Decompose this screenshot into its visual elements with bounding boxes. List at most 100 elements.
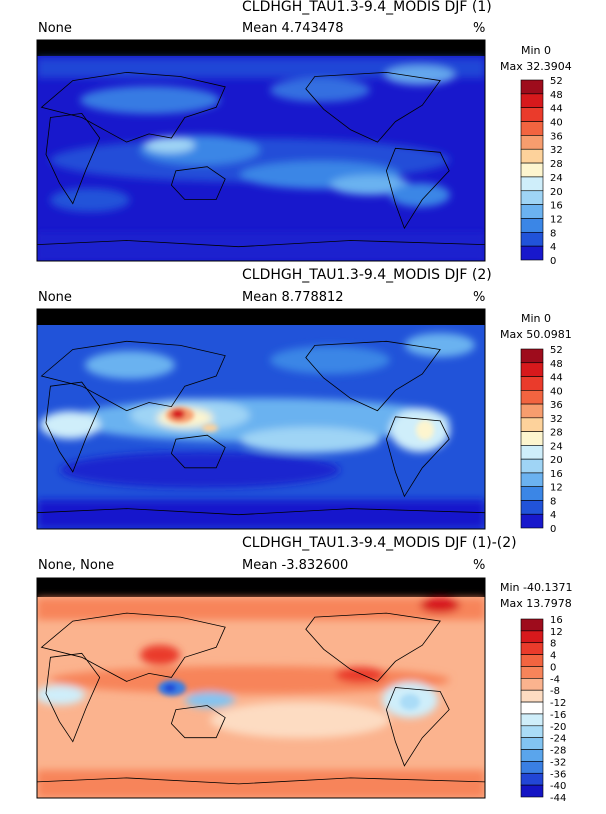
panel1-colorbar-tick-label: 36 bbox=[550, 131, 563, 142]
panel2-colorbar-cell bbox=[520, 472, 544, 487]
panel2-max: Max 50.0981 bbox=[500, 328, 572, 341]
panel2-colorbar-tick-label: 40 bbox=[550, 386, 563, 397]
coastlines bbox=[36, 71, 486, 785]
panel2-colorbar-cell bbox=[520, 390, 544, 405]
panel3-mean: Mean -3.832600 bbox=[242, 558, 349, 573]
panel3-min: Min -40.1371 bbox=[500, 581, 573, 594]
panel2-colorbar-tick-label: 0 bbox=[550, 524, 556, 535]
panel3-colorbar-cell bbox=[520, 701, 544, 715]
panel2-colorbar-tick-label: 12 bbox=[550, 483, 563, 494]
colorbars: 5248444036322824201612840524844403632282… bbox=[520, 76, 566, 804]
panel2-coastline bbox=[36, 508, 486, 516]
panel1-colorbar-tick-label: 16 bbox=[550, 201, 563, 212]
panel3-colorbar-cell bbox=[520, 749, 544, 762]
panel2-colorbar-cell bbox=[520, 403, 544, 419]
panel3-max: Max 13.7978 bbox=[500, 597, 572, 610]
panel1-coastline bbox=[45, 112, 101, 205]
panel3-colorbar-cell bbox=[520, 737, 544, 750]
panel2-coastline bbox=[170, 434, 226, 469]
panel3-coastline bbox=[170, 705, 226, 739]
panel2-colorbar-tick-label: 20 bbox=[550, 455, 563, 466]
panel2-title: CLDHGH_TAU1.3-9.4_MODIS DJF (2) bbox=[242, 267, 492, 283]
panel2-frame bbox=[36, 308, 486, 530]
panel2-colorbar-tick-label: 44 bbox=[550, 373, 563, 384]
panel2-colorbar-cell bbox=[520, 458, 544, 474]
panel3-colorbar-tick-label: -8 bbox=[550, 686, 560, 697]
panel2-colorbar-cell bbox=[520, 431, 544, 446]
panel3-colorbar-cell bbox=[520, 630, 544, 644]
panel1-colorbar-cell bbox=[520, 190, 544, 205]
panel1-coastline bbox=[385, 147, 450, 230]
panel1-colorbar-cell bbox=[520, 121, 544, 136]
panel3-colorbar-tick-label: -32 bbox=[550, 757, 566, 768]
panel1-coastline bbox=[305, 71, 441, 143]
panel2-colorbar-cell bbox=[520, 513, 544, 529]
panel3-colorbar-tick-label: 8 bbox=[550, 639, 556, 650]
panel1-colorbar-cell bbox=[520, 204, 544, 219]
panel2-coastline bbox=[305, 340, 441, 412]
panel2-colorbar-cell bbox=[520, 500, 544, 515]
panel3-coastline bbox=[305, 612, 441, 682]
panel2-colorbar-tick-label: 32 bbox=[550, 414, 563, 425]
panel1-colorbar-cell bbox=[520, 176, 544, 192]
panel2-colorbar-cell bbox=[520, 376, 544, 391]
panel1-min: Min 0 bbox=[521, 44, 552, 57]
panel2-colorbar-tick-label: 16 bbox=[550, 469, 563, 480]
panel3-colorbar-cell bbox=[520, 654, 544, 667]
panel1-title: CLDHGH_TAU1.3-9.4_MODIS DJF (1) bbox=[242, 0, 492, 15]
panel2-coastline bbox=[40, 340, 226, 412]
panel3-colorbar-tick-label: -24 bbox=[550, 734, 566, 745]
panel1-colorbar-cell bbox=[520, 162, 544, 178]
panel2-colorbar-tick-label: 24 bbox=[550, 441, 563, 452]
panel1-colorbar-cell bbox=[520, 93, 544, 108]
panel3-colorbar-tick-label: -12 bbox=[550, 698, 566, 709]
panel1-colorbar-tick-label: 48 bbox=[550, 90, 563, 101]
panel3-units: % bbox=[473, 558, 486, 573]
panel1-coastline bbox=[36, 240, 486, 248]
panel3-colorbar-cell bbox=[520, 689, 544, 703]
panel1-mean: Mean 4.743478 bbox=[242, 21, 344, 36]
panel1-colorbar-cell bbox=[520, 79, 544, 95]
panel2-mean: Mean 8.778812 bbox=[242, 290, 344, 305]
panel3-colorbar-tick-label: -16 bbox=[550, 710, 566, 721]
panel3-colorbar-tick-label: -44 bbox=[550, 793, 566, 804]
panel1-colorbar-tick-label: 40 bbox=[550, 118, 563, 129]
panel3-left-label: None, None bbox=[38, 558, 115, 573]
panel2-colorbar-tick-label: 4 bbox=[550, 510, 556, 521]
panel2-colorbar-tick-label: 48 bbox=[550, 359, 563, 370]
panel3-colorbar-tick-label: 4 bbox=[550, 651, 556, 662]
panel1-colorbar-cell bbox=[520, 245, 544, 261]
panel1-colorbar-cell bbox=[520, 148, 544, 164]
panel2-colorbar-tick-label: 28 bbox=[550, 428, 563, 439]
panel1-colorbar-cell bbox=[520, 107, 544, 122]
panel3-colorbar-tick-label: 12 bbox=[550, 627, 563, 638]
panel1-colorbar-tick-label: 8 bbox=[550, 228, 556, 239]
panel1-colorbar-tick-label: 24 bbox=[550, 173, 563, 184]
panel1-colorbar-tick-label: 12 bbox=[550, 214, 563, 225]
panel3-coastline bbox=[385, 687, 450, 767]
panel3-colorbar-cell bbox=[520, 761, 544, 774]
panel3-title: CLDHGH_TAU1.3-9.4_MODIS DJF (1)-(2) bbox=[242, 535, 517, 551]
panel2-colorbar-tick-label: 52 bbox=[550, 345, 563, 356]
panel3-colorbar-cell bbox=[520, 713, 544, 727]
panel2-coastline bbox=[45, 381, 101, 473]
panel3-colorbar-cell bbox=[520, 666, 544, 679]
panel1-frame bbox=[36, 39, 486, 262]
panel2-colorbar-tick-label: 8 bbox=[550, 496, 556, 507]
panel2-colorbar-cell bbox=[520, 486, 544, 501]
panel3-coastline bbox=[45, 652, 101, 743]
panel1-colorbar-tick-label: 44 bbox=[550, 104, 563, 115]
panel3-colorbar-cell bbox=[520, 725, 544, 738]
panel1-colorbar-tick-label: 20 bbox=[550, 187, 563, 198]
panel3-map bbox=[37, 578, 485, 798]
panel3-frame bbox=[36, 577, 486, 799]
panel3-colorbar-cell bbox=[520, 784, 544, 798]
panel2-units: % bbox=[473, 290, 486, 305]
panel3-colorbar-tick-label: -40 bbox=[550, 781, 566, 792]
panel2-colorbar-cell bbox=[520, 348, 544, 364]
panel1-left-label: None bbox=[38, 21, 72, 36]
panel1-max: Max 32.3904 bbox=[500, 60, 572, 73]
panel1-colorbar-tick-label: 52 bbox=[550, 76, 563, 87]
panel3-colorbar-tick-label: -4 bbox=[550, 674, 560, 685]
